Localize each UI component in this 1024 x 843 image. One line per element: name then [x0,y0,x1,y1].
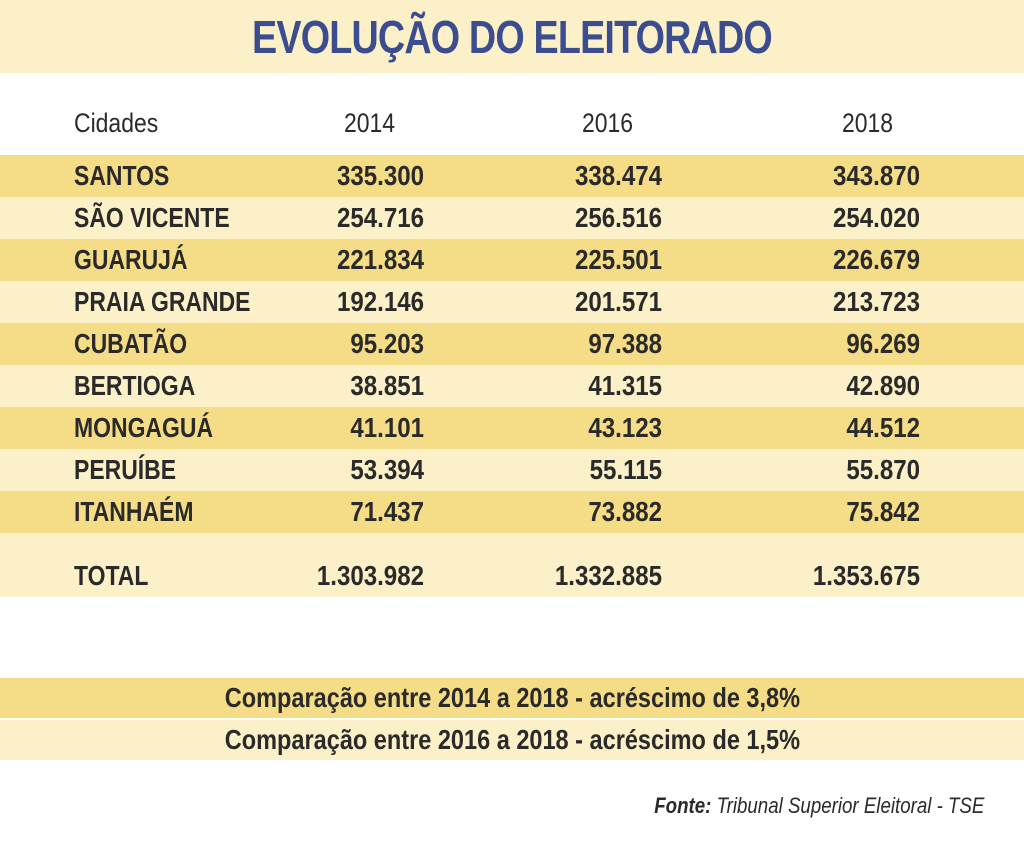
value-2018: 254.020 [832,202,920,233]
value-2014: 192.146 [336,286,424,317]
value-2014: 95.203 [350,328,424,359]
page-title: EVOLUÇÃO DO ELEITORADO [252,10,773,63]
value-2018: 44.512 [846,412,920,443]
table-header: Cidades 2014 2016 2018 [0,100,1024,152]
value-2016: 55.115 [589,454,662,485]
value-2018: 42.890 [846,370,920,401]
city-name: PRAIA GRANDE [74,286,251,317]
table-row: BERTIOGA 38.851 41.315 42.890 [0,365,1024,407]
header-cidades: Cidades [74,108,159,138]
city-name: MONGAGUÁ [74,412,214,443]
value-2018: 226.679 [832,244,920,275]
table-row: SANTOS 335.300 338.474 343.870 [0,155,1024,197]
value-2016: 338.474 [574,160,662,191]
value-2014: 41.101 [350,412,424,443]
table-row: SÃO VICENTE 254.716 256.516 254.020 [0,197,1024,239]
total-2014: 1.303.982 [316,560,424,591]
value-2016: 256.516 [574,202,662,233]
value-2014: 254.716 [336,202,424,233]
value-2014: 335.300 [336,160,424,191]
value-2014: 221.834 [336,244,424,275]
comparison-2016-2018: Comparação entre 2016 a 2018 - acréscimo… [0,720,1024,760]
value-2014: 38.851 [350,370,424,401]
city-name: BERTIOGA [74,370,196,401]
source-text: Tribunal Superior Eleitoral - TSE [711,793,984,818]
source-note: Fonte: Tribunal Superior Eleitoral - TSE [654,793,984,819]
table-row: MONGAGUÁ 41.101 43.123 44.512 [0,407,1024,449]
city-name: SÃO VICENTE [74,202,230,233]
table-row: PRAIA GRANDE 192.146 201.571 213.723 [0,281,1024,323]
value-2016: 43.123 [588,412,662,443]
source-label: Fonte: [653,793,712,818]
separator-band [0,533,1024,555]
value-2018: 55.870 [846,454,920,485]
value-2018: 96.269 [846,328,920,359]
header-2014: 2014 [344,108,396,138]
value-2016: 201.571 [574,286,662,317]
comparison-2014-2018: Comparação entre 2014 a 2018 - acréscimo… [0,678,1024,718]
city-name: SANTOS [74,160,170,191]
title-band: EVOLUÇÃO DO ELEITORADO [0,0,1024,73]
table-row: ITANHAÉM 71.437 73.882 75.842 [0,491,1024,533]
value-2014: 53.394 [350,454,424,485]
comparison-text-2: Comparação entre 2016 a 2018 - acréscimo… [224,724,800,755]
city-name: GUARUJÁ [74,244,188,275]
table-row: CUBATÃO 95.203 97.388 96.269 [0,323,1024,365]
value-2016: 73.882 [588,496,662,527]
value-2014: 71.437 [350,496,424,527]
total-label: TOTAL [74,560,149,591]
table-row: PERUÍBE 53.394 55.115 55.870 [0,449,1024,491]
value-2018: 213.723 [832,286,920,317]
total-2018: 1.353.675 [812,560,920,591]
city-name: PERUÍBE [74,454,177,485]
value-2016: 97.388 [588,328,662,359]
comparison-text-1: Comparação entre 2014 a 2018 - acréscimo… [224,682,800,713]
value-2018: 343.870 [832,160,920,191]
value-2016: 41.315 [588,370,662,401]
header-2016: 2016 [582,108,634,138]
value-2018: 75.842 [846,496,920,527]
total-2016: 1.332.885 [554,560,662,591]
header-2018: 2018 [842,108,894,138]
table-row: GUARUJÁ 221.834 225.501 226.679 [0,239,1024,281]
city-name: ITANHAÉM [74,496,194,527]
total-row: TOTAL 1.303.982 1.332.885 1.353.675 [0,555,1024,597]
value-2016: 225.501 [574,244,662,275]
city-name: CUBATÃO [74,328,188,359]
